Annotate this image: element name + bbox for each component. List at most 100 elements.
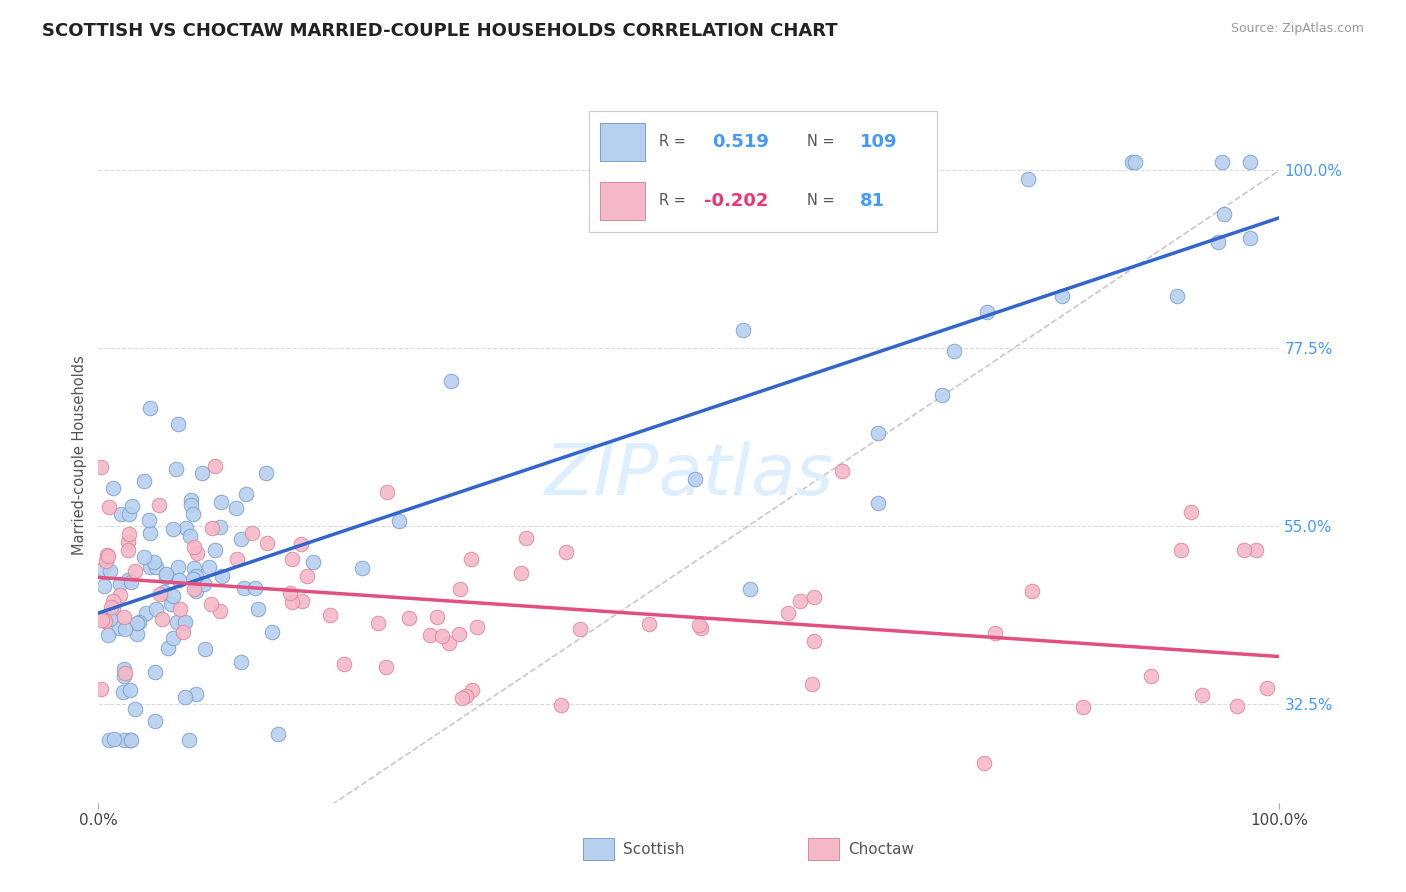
Bar (600, 123, 645, 161)
Bar (808, 838, 839, 860)
Point (120, 732, 142, 747)
Text: -0.202: -0.202 (704, 192, 769, 210)
Point (162, 522, 184, 536)
Point (789, 594, 811, 608)
Text: SCOTTISH VS CHOCTAW MARRIED-COUPLE HOUSEHOLDS CORRELATION CHART: SCOTTISH VS CHOCTAW MARRIED-COUPLE HOUSE… (42, 22, 838, 40)
Point (184, 569, 207, 583)
Point (1226, 698, 1249, 713)
Point (98, 732, 121, 747)
Point (166, 615, 188, 630)
Point (138, 512, 160, 526)
Point (352, 561, 374, 575)
Point (1206, 235, 1229, 249)
Point (111, 684, 134, 698)
Text: ZIP​atlas: ZIP​atlas (544, 442, 834, 510)
Point (91, 562, 114, 576)
Point (124, 564, 146, 578)
Point (260, 624, 283, 639)
Point (172, 625, 194, 640)
Point (90, 459, 112, 474)
Point (984, 626, 1007, 640)
Point (181, 507, 204, 521)
Point (456, 689, 478, 703)
Point (112, 669, 135, 683)
Point (569, 622, 592, 636)
Point (117, 542, 139, 557)
Bar (600, 182, 645, 220)
Text: R =: R = (659, 135, 686, 149)
Point (139, 401, 162, 416)
Point (231, 532, 253, 546)
Point (157, 640, 180, 655)
Point (398, 611, 420, 625)
Point (183, 540, 205, 554)
Point (419, 627, 441, 641)
Point (638, 617, 661, 632)
Text: 81: 81 (860, 192, 886, 210)
Point (143, 714, 166, 728)
Point (240, 526, 263, 541)
Point (776, 606, 799, 620)
Point (162, 631, 184, 645)
Point (169, 573, 191, 587)
Point (98, 612, 121, 626)
Point (145, 560, 167, 574)
Point (866, 496, 889, 510)
Point (1239, 231, 1261, 245)
Point (200, 597, 222, 611)
Point (108, 589, 131, 603)
Point (162, 589, 184, 603)
Point (232, 582, 254, 596)
Point (114, 666, 136, 681)
Point (155, 567, 177, 582)
Point (1233, 542, 1256, 557)
Point (112, 662, 135, 676)
Point (173, 615, 195, 629)
Point (172, 616, 194, 631)
Point (184, 583, 207, 598)
Point (132, 550, 155, 565)
Point (1212, 207, 1234, 221)
Point (93, 579, 115, 593)
Point (225, 501, 247, 516)
Text: 109: 109 (860, 133, 897, 151)
Point (120, 574, 142, 589)
Point (90, 681, 112, 696)
Point (451, 691, 474, 706)
Point (1121, 155, 1143, 169)
Point (1050, 289, 1073, 303)
Point (108, 577, 131, 591)
Point (117, 534, 139, 549)
Point (440, 374, 463, 388)
Text: Scottish: Scottish (623, 842, 685, 856)
Point (426, 610, 449, 624)
Point (143, 665, 166, 680)
Point (118, 526, 141, 541)
Point (190, 466, 212, 480)
Point (101, 481, 124, 495)
Point (211, 569, 233, 583)
Point (209, 495, 232, 509)
Point (333, 657, 356, 671)
Point (96, 549, 118, 563)
Point (112, 732, 135, 747)
Point (291, 594, 314, 608)
Point (208, 604, 231, 618)
Point (449, 582, 471, 596)
Point (117, 507, 139, 521)
Point (1180, 505, 1202, 519)
Point (515, 531, 537, 545)
Point (180, 493, 202, 508)
Point (803, 590, 825, 604)
Point (94, 554, 117, 568)
Point (907, 211, 929, 225)
Point (942, 344, 965, 359)
Point (91, 613, 114, 627)
Point (124, 702, 146, 716)
Point (278, 586, 301, 600)
Point (153, 585, 176, 599)
Text: Choctaw: Choctaw (848, 842, 914, 856)
Point (243, 581, 266, 595)
Point (194, 641, 217, 656)
Point (193, 576, 215, 591)
